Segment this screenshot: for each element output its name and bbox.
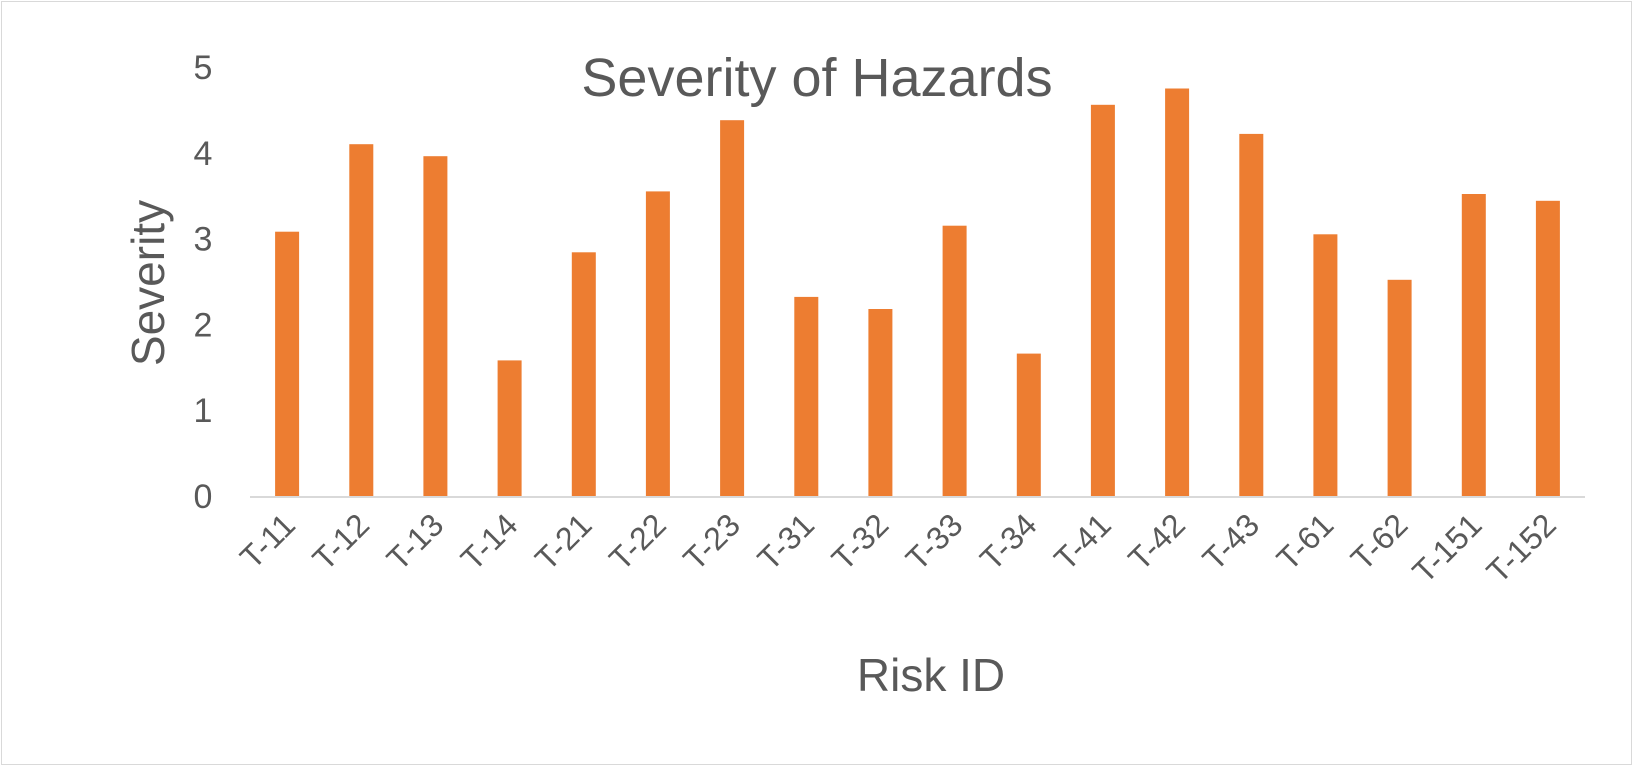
- x-tick-label: T-41: [1047, 506, 1118, 577]
- bar-t-11: [275, 231, 300, 496]
- x-tick-label: T-12: [305, 506, 376, 577]
- bar-t-12: [349, 144, 374, 496]
- x-tick-label: T-31: [750, 506, 821, 577]
- y-tick-label: 4: [194, 135, 213, 173]
- y-tick-label: 1: [194, 392, 213, 430]
- y-tick-label: 0: [194, 478, 213, 516]
- x-tick-label: T-62: [1344, 506, 1415, 577]
- bar-t-22: [645, 191, 670, 496]
- y-axis-label: Severity: [122, 200, 174, 366]
- bar-t-21: [571, 252, 596, 496]
- bar-t-32: [868, 309, 893, 496]
- y-tick-labels: 0 1 2 3 4 5: [194, 49, 213, 516]
- x-tick-label: T-21: [528, 506, 599, 577]
- x-axis-label: Risk ID: [857, 649, 1005, 701]
- x-tick-label: T-43: [1195, 506, 1266, 577]
- x-tick-label: T-13: [380, 506, 451, 577]
- x-tick-label: T-11: [233, 506, 302, 575]
- bar-t-43: [1239, 133, 1264, 496]
- bar-t-33: [942, 225, 967, 496]
- x-tick-label: T-14: [454, 506, 525, 577]
- chart-title: Severity of Hazards: [581, 48, 1052, 108]
- bar-t-31: [794, 296, 819, 496]
- bar-t-14: [497, 360, 522, 496]
- x-tick-label: T-152: [1480, 506, 1563, 589]
- x-tick-label: T-151: [1405, 506, 1488, 589]
- bar-t-61: [1313, 234, 1338, 497]
- x-tick-label: T-23: [676, 506, 747, 577]
- x-tick-label: T-32: [825, 506, 896, 577]
- y-tick-label: 5: [194, 49, 213, 87]
- x-tick-labels: T-11 T-12 T-13 T-14 T-21 T-22 T-23 T-31 T-32 T-33…: [233, 506, 1563, 589]
- x-tick-label: T-61: [1270, 506, 1341, 577]
- bar-t-13: [423, 156, 448, 496]
- y-tick-label: 2: [194, 306, 213, 344]
- bar-t-42: [1165, 88, 1190, 496]
- bars-group: [275, 88, 1560, 497]
- bar-t-41: [1090, 104, 1115, 497]
- bar-t-62: [1387, 279, 1412, 496]
- y-tick-label: 3: [194, 221, 213, 259]
- x-tick-label: T-34: [973, 506, 1044, 577]
- bar-t-152: [1535, 200, 1560, 497]
- x-tick-label: T-22: [602, 506, 673, 577]
- bar-t-23: [720, 120, 745, 496]
- x-tick-label: T-42: [1121, 506, 1192, 577]
- bar-t-151: [1461, 194, 1486, 496]
- x-tick-label: T-33: [899, 506, 970, 577]
- bar-t-34: [1016, 353, 1041, 496]
